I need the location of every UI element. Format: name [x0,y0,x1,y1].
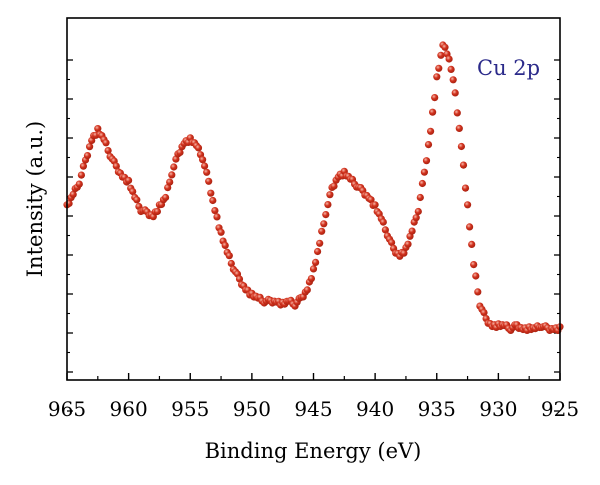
data-point [225,252,233,260]
data-point [459,161,468,169]
data-point [79,162,87,170]
data-point [166,178,174,186]
x-tick-label: 945 [294,397,332,421]
data-point [211,207,219,215]
data-point [451,89,459,97]
data-point [468,240,476,248]
data-point [330,182,338,190]
data-point [129,187,137,196]
data-point [431,94,439,102]
data-point [322,211,330,219]
data-point [474,288,482,296]
data-point [416,193,424,202]
data-point [470,261,478,269]
data-point [453,109,461,117]
data-point [414,207,422,216]
x-tick-label: 955 [171,397,209,421]
data-point [447,65,455,73]
data-point [404,240,412,248]
data-point [235,275,244,283]
data-point [203,168,211,176]
data-point [104,147,112,155]
data-point [418,179,426,188]
data-point [221,241,229,249]
data-point [472,272,480,280]
data-point [457,142,465,151]
data-point [420,168,428,176]
data-point [102,139,110,147]
data-point [170,163,178,171]
x-tick-label: 935 [418,397,456,421]
data-point [83,152,92,160]
data-point [94,125,102,133]
data-point [427,127,435,135]
data-point [461,184,470,192]
x-tick-label: 940 [356,397,394,421]
data-point [213,213,221,221]
data-point [412,214,420,222]
plot-frame [66,17,561,381]
data-point [112,162,120,170]
data-point [422,157,431,165]
data-point [367,196,375,204]
data-point [435,64,443,72]
data-point [75,180,83,188]
data-point [441,43,449,51]
data-point [86,143,94,151]
data-point [133,196,141,204]
data-point [77,171,85,179]
data-point [153,207,161,216]
y-axis-title: Intensity (a.u.) [23,121,47,277]
annotation-label: Cu 2p [477,56,540,80]
data-point [424,141,433,149]
data-point [201,162,209,170]
data-point [400,249,408,257]
data-point [318,227,326,235]
data-point [455,124,463,132]
data-point [464,201,472,209]
x-tick-label: 925 [541,397,579,421]
data-point [199,156,207,164]
data-point [207,189,215,197]
x-tick-label: 965 [48,397,86,421]
data-point [162,193,170,202]
data-point [320,220,328,228]
data-point [176,148,184,157]
data-point [466,223,474,231]
data-point [408,227,416,235]
data-point [480,309,488,317]
data-point [209,196,217,205]
data-point [217,228,225,236]
data-point [307,275,315,283]
data-point [324,201,332,209]
data-point [326,191,334,199]
x-axis-title: Binding Energy (eV) [205,439,422,463]
data-point [379,218,387,226]
data-point [194,144,203,152]
data-point [445,55,453,63]
data-point [388,238,396,247]
data-point [371,201,379,209]
data-point [309,265,318,273]
data-point [164,184,172,192]
x-tick-label: 950 [233,397,271,421]
data-point [449,76,457,84]
x-tick-label: 960 [110,397,148,421]
data-point [429,108,437,116]
data-point [227,259,235,268]
data-point [205,177,213,185]
data-point [433,73,441,81]
data-point [316,239,324,247]
data-point [314,247,322,256]
data-point [303,286,311,294]
x-tick-label: 930 [479,397,517,421]
data-point [125,176,133,184]
data-point [312,258,320,266]
data-point [69,190,77,198]
data-point [168,171,176,179]
data-point [381,226,389,234]
data-point [437,51,445,59]
